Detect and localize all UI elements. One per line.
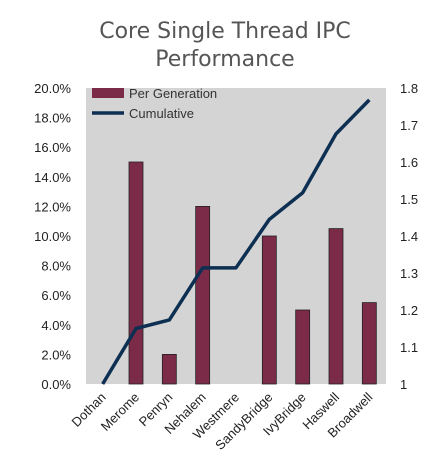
- chart-title-line-2: Performance: [155, 47, 294, 72]
- legend-label-per-generation: Per Generation: [129, 86, 217, 101]
- left-axis: 0.0% 2.0% 4.0% 6.0% 8.0% 10.0% 12.0% 14.0% 16.0%…: [34, 81, 71, 392]
- legend: Per Generation Cumulative: [92, 86, 217, 121]
- bar-merome: [128, 161, 144, 385]
- left-tick-label: 2.0%: [41, 347, 71, 362]
- bar-sandybridge: [261, 235, 277, 385]
- x-axis: DothanMeromePenrynNehalemWestmereSandyBr…: [69, 389, 376, 452]
- left-tick-label: 4.0%: [41, 318, 71, 333]
- right-tick-label: 1.6: [400, 155, 418, 170]
- legend-label-cumulative: Cumulative: [129, 106, 194, 121]
- right-tick-label: 1.1: [400, 340, 418, 355]
- chart-title-line-1: Core Single Thread IPC: [99, 19, 351, 44]
- left-tick-label: 16.0%: [34, 140, 71, 155]
- right-tick-label: 1.2: [400, 303, 418, 318]
- left-tick-label: 0.0%: [41, 377, 71, 392]
- right-tick-label: 1.7: [400, 118, 418, 133]
- right-tick-label: 1.8: [400, 81, 418, 96]
- line-series: [101, 98, 371, 385]
- bar-haswell: [328, 228, 344, 385]
- bar-ivybridge: [295, 309, 311, 385]
- right-tick-label: 1: [400, 377, 407, 392]
- left-tick-label: 6.0%: [41, 288, 71, 303]
- left-tick-label: 12.0%: [34, 199, 71, 214]
- right-axis: 1 1.1 1.2 1.3 1.4 1.5 1.6 1.7 1.8: [400, 81, 418, 392]
- bar-nehalem: [195, 205, 211, 385]
- right-tick-label: 1.3: [400, 266, 418, 281]
- left-tick-label: 14.0%: [34, 170, 71, 185]
- cumulative-line: [101, 98, 371, 385]
- left-tick-label: 10.0%: [34, 229, 71, 244]
- left-tick-label: 18.0%: [34, 111, 71, 126]
- left-tick-label: 20.0%: [34, 81, 71, 96]
- left-tick-label: 8.0%: [41, 259, 71, 274]
- right-tick-label: 1.4: [400, 229, 418, 244]
- right-tick-label: 1.5: [400, 192, 418, 207]
- bar-penryn: [161, 353, 177, 385]
- legend-swatch-per-generation: [92, 88, 124, 98]
- bar-broadwell: [361, 302, 377, 385]
